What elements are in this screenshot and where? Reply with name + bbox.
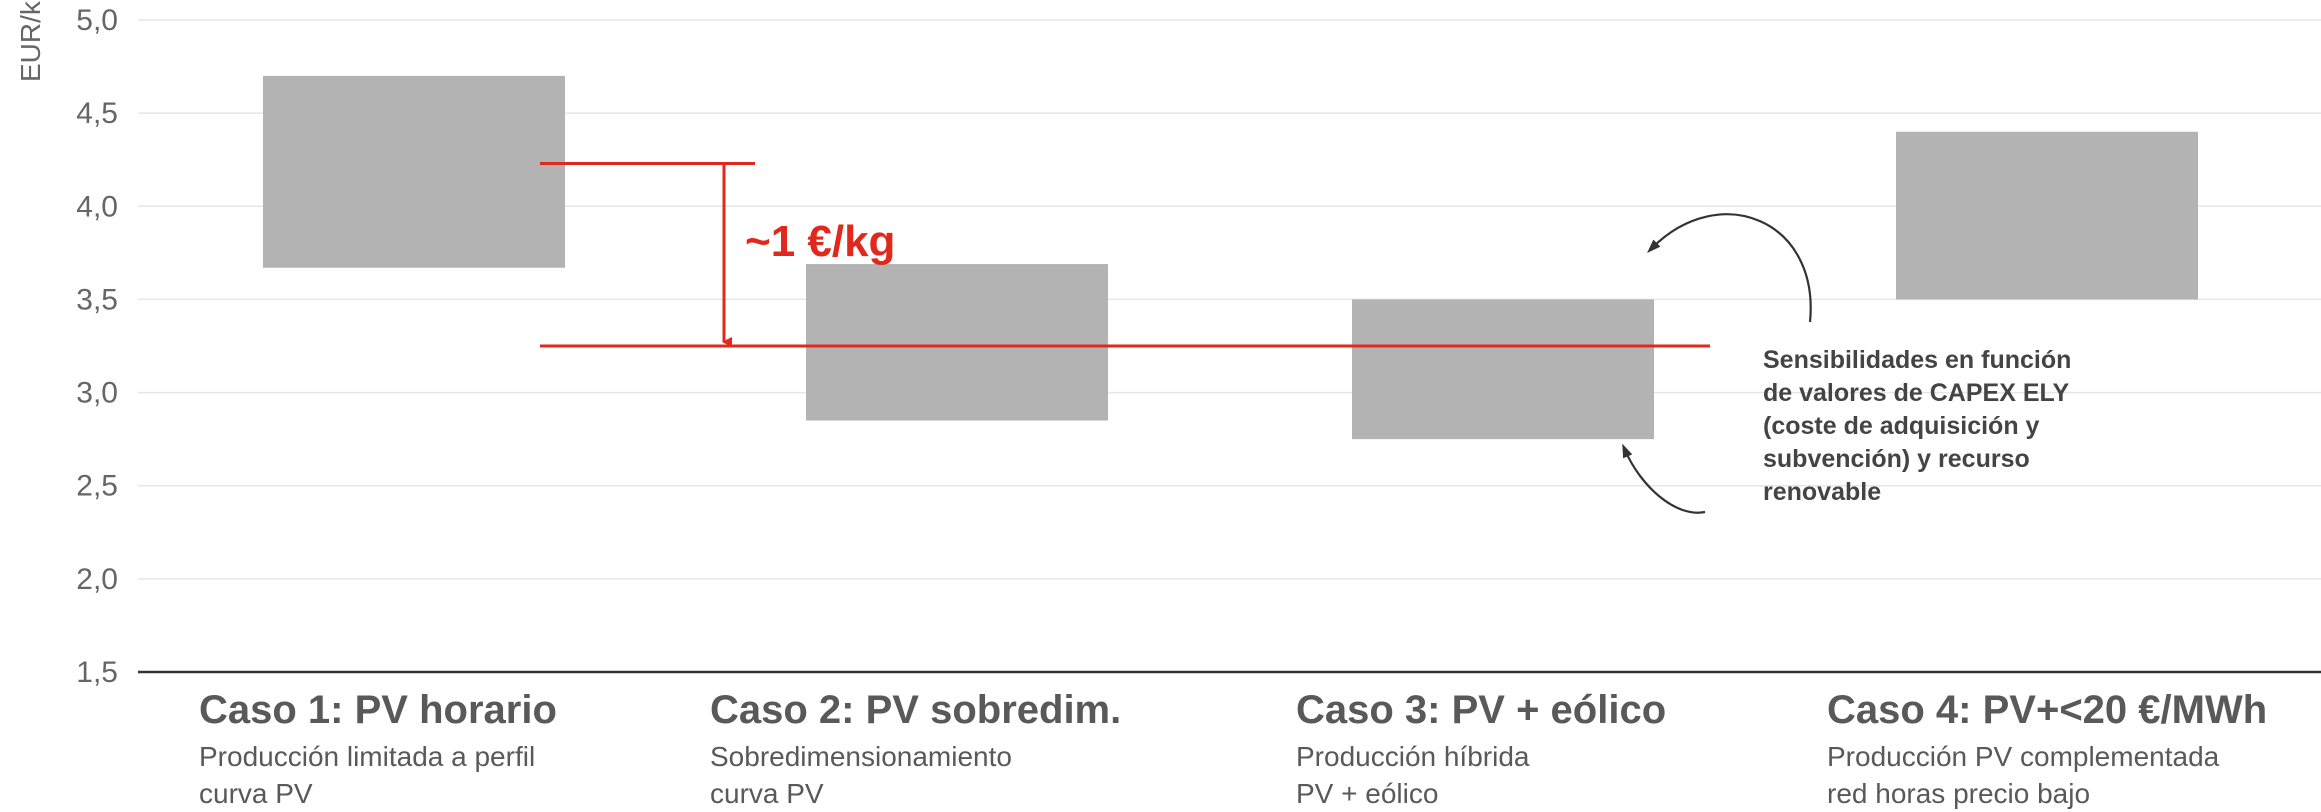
note-line: renovable <box>1763 478 1881 506</box>
range-bars <box>263 75 2198 440</box>
category-desc: Producción PV complementada <box>1827 741 2220 772</box>
y-axis-label: EUR/kg <box>15 0 46 82</box>
category-desc: PV + eólico <box>1296 778 1439 809</box>
category-desc: curva PV <box>199 778 313 809</box>
range-bar <box>1352 299 1654 440</box>
note-line: subvención) y recurso <box>1763 445 2030 473</box>
category-desc: curva PV <box>710 778 824 809</box>
note-line: (coste de adquisición y <box>1763 412 2040 440</box>
category-caso-2: Caso 2: PV sobredim. Sobredimensionamien… <box>710 686 1270 812</box>
note-line: Sensibilidades en función <box>1763 346 2071 374</box>
note-line: de valores de CAPEX ELY <box>1763 379 2069 407</box>
y-tick-label: 3,0 <box>76 377 118 410</box>
category-caso-3: Caso 3: PV + eólico Producción híbrida P… <box>1296 686 1856 812</box>
category-desc: Producción híbrida <box>1296 741 1530 772</box>
range-bar <box>1896 131 2198 300</box>
category-title: Caso 2: PV sobredim. <box>710 688 1122 732</box>
category-desc: Sobredimensionamiento <box>710 741 1012 772</box>
category-title: Caso 4: PV+<20 €/MWh <box>1827 688 2268 732</box>
range-bar <box>263 75 565 268</box>
y-tick-label: 4,5 <box>76 97 118 130</box>
y-tick-label: 2,0 <box>76 563 118 596</box>
lower-curved-arrow <box>1622 443 1706 514</box>
y-tick-label: 3,5 <box>76 283 118 316</box>
category-title: Caso 3: PV + eólico <box>1296 688 1667 732</box>
category-title: Caso 1: PV horario <box>199 688 557 732</box>
category-desc: red horas precio bajo <box>1827 778 2091 809</box>
range-bar <box>806 264 1108 421</box>
delta-annotation: ~1 €/kg <box>745 217 895 266</box>
y-axis-ticks: 1,5 2,0 2,5 3,0 3,5 4,0 4,5 5,0 <box>76 4 118 689</box>
y-tick-label: 1,5 <box>76 656 118 689</box>
y-tick-label: 5,0 <box>76 4 118 37</box>
y-tick-label: 2,5 <box>76 470 118 503</box>
sensitivity-note: Sensibilidades en función de valores de … <box>1763 346 2071 506</box>
category-desc: Producción limitada a perfil <box>199 741 536 772</box>
upper-curved-arrow <box>1647 213 1812 323</box>
reference-lines <box>540 161 1710 348</box>
category-caso-4: Caso 4: PV+<20 €/MWh Producción PV compl… <box>1827 686 2321 812</box>
category-caso-1: Caso 1: PV horario Producción limitada a… <box>199 686 759 812</box>
y-tick-label: 4,0 <box>76 190 118 223</box>
